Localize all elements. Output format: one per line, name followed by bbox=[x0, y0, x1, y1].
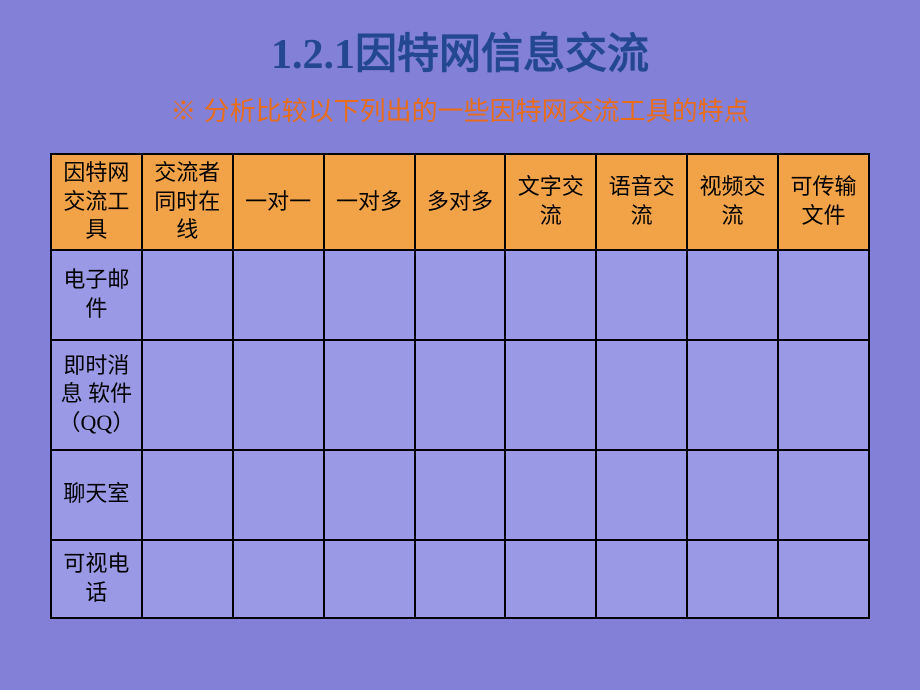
table-cell bbox=[687, 340, 778, 450]
table-cell bbox=[233, 540, 324, 618]
table-row: 可视电话 bbox=[51, 540, 869, 618]
comparison-table: 因特网交流工具 交流者同时在线 一对一 一对多 多对多 文字交流 语音交流 视频… bbox=[50, 153, 870, 619]
table-cell bbox=[505, 450, 596, 540]
table-cell bbox=[142, 340, 233, 450]
row-label: 电子邮件 bbox=[51, 250, 142, 340]
table-cell bbox=[687, 250, 778, 340]
table-cell bbox=[233, 450, 324, 540]
table-cell bbox=[778, 450, 869, 540]
page-title: 1.2.1因特网信息交流 bbox=[0, 0, 920, 91]
row-label: 即时消息 软件（QQ） bbox=[51, 340, 142, 450]
table-cell bbox=[505, 250, 596, 340]
table-cell bbox=[142, 250, 233, 340]
table-cell bbox=[142, 540, 233, 618]
subtitle: ※ 分析比较以下列出的一些因特网交流工具的特点 bbox=[0, 91, 920, 128]
table-header-row: 因特网交流工具 交流者同时在线 一对一 一对多 多对多 文字交流 语音交流 视频… bbox=[51, 154, 869, 250]
col-header: 交流者同时在线 bbox=[142, 154, 233, 250]
table-cell bbox=[415, 250, 506, 340]
table-cell bbox=[324, 250, 415, 340]
col-header: 可传输文件 bbox=[778, 154, 869, 250]
table-cell bbox=[778, 250, 869, 340]
table-cell bbox=[324, 450, 415, 540]
table-cell bbox=[687, 540, 778, 618]
table-cell bbox=[324, 540, 415, 618]
table-cell bbox=[324, 340, 415, 450]
table-body: 电子邮件 即时消息 软件（QQ） bbox=[51, 250, 869, 618]
table-cell bbox=[596, 340, 687, 450]
table-cell bbox=[233, 250, 324, 340]
table-cell bbox=[778, 340, 869, 450]
col-header: 一对多 bbox=[324, 154, 415, 250]
table-row: 即时消息 软件（QQ） bbox=[51, 340, 869, 450]
slide: 1.2.1因特网信息交流 ※ 分析比较以下列出的一些因特网交流工具的特点 因特网… bbox=[0, 0, 920, 690]
table-cell bbox=[778, 540, 869, 618]
table-cell bbox=[687, 450, 778, 540]
col-header: 因特网交流工具 bbox=[51, 154, 142, 250]
table-cell bbox=[596, 250, 687, 340]
row-label: 聊天室 bbox=[51, 450, 142, 540]
table-cell bbox=[505, 540, 596, 618]
col-header: 多对多 bbox=[415, 154, 506, 250]
col-header: 语音交流 bbox=[596, 154, 687, 250]
table-container: 因特网交流工具 交流者同时在线 一对一 一对多 多对多 文字交流 语音交流 视频… bbox=[0, 153, 920, 619]
col-header: 视频交流 bbox=[687, 154, 778, 250]
row-label: 可视电话 bbox=[51, 540, 142, 618]
table-cell bbox=[505, 340, 596, 450]
table-cell bbox=[415, 540, 506, 618]
table-cell bbox=[415, 340, 506, 450]
col-header: 一对一 bbox=[233, 154, 324, 250]
table-cell bbox=[415, 450, 506, 540]
table-row: 聊天室 bbox=[51, 450, 869, 540]
table-cell bbox=[142, 450, 233, 540]
table-cell bbox=[596, 450, 687, 540]
table-cell bbox=[596, 540, 687, 618]
table-row: 电子邮件 bbox=[51, 250, 869, 340]
table-cell bbox=[233, 340, 324, 450]
col-header: 文字交流 bbox=[505, 154, 596, 250]
